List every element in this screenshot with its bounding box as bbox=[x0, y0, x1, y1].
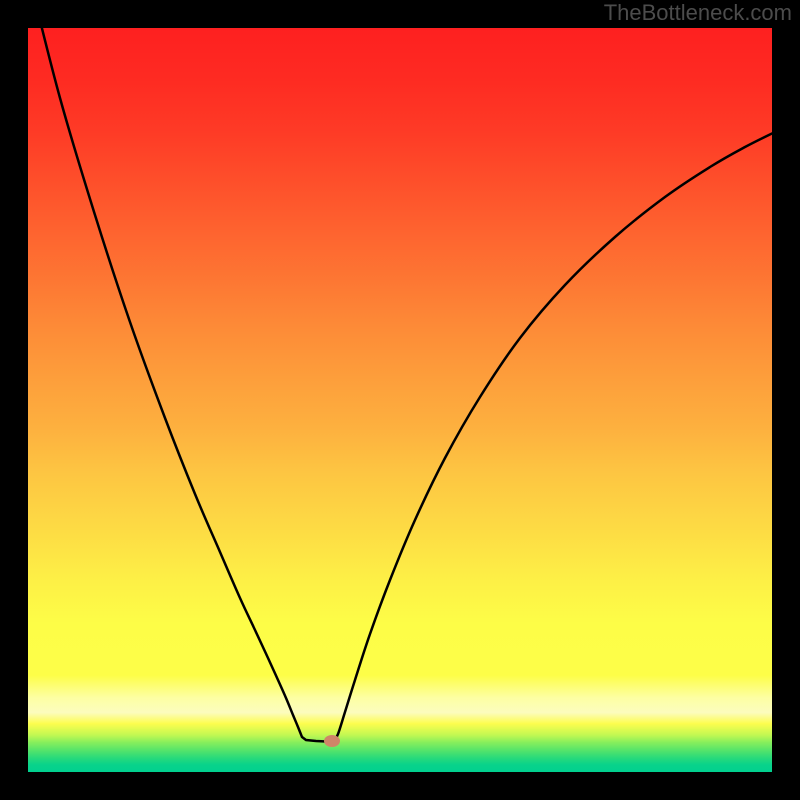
plot-area bbox=[28, 28, 772, 772]
watermark-text: TheBottleneck.com bbox=[604, 0, 792, 26]
minimum-marker bbox=[324, 735, 340, 747]
bottleneck-curve bbox=[28, 28, 772, 772]
